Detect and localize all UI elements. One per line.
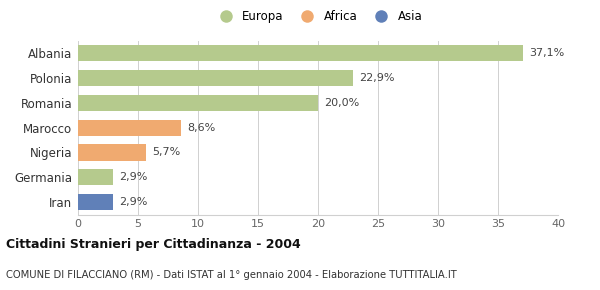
Bar <box>78 95 318 111</box>
Text: 20,0%: 20,0% <box>324 98 359 108</box>
Legend: Europa, Africa, Asia: Europa, Africa, Asia <box>209 5 427 28</box>
Bar <box>78 169 113 185</box>
Text: 2,9%: 2,9% <box>119 172 147 182</box>
Text: Cittadini Stranieri per Cittadinanza - 2004: Cittadini Stranieri per Cittadinanza - 2… <box>6 238 301 251</box>
Bar <box>78 194 113 210</box>
Text: 8,6%: 8,6% <box>187 123 215 133</box>
Text: 2,9%: 2,9% <box>119 197 147 207</box>
Text: COMUNE DI FILACCIANO (RM) - Dati ISTAT al 1° gennaio 2004 - Elaborazione TUTTITA: COMUNE DI FILACCIANO (RM) - Dati ISTAT a… <box>6 270 457 280</box>
Bar <box>78 70 353 86</box>
Bar <box>78 119 181 136</box>
Text: 22,9%: 22,9% <box>359 73 394 83</box>
Text: 37,1%: 37,1% <box>529 48 565 58</box>
Bar <box>78 144 146 161</box>
Bar <box>78 45 523 61</box>
Text: 5,7%: 5,7% <box>152 147 181 157</box>
